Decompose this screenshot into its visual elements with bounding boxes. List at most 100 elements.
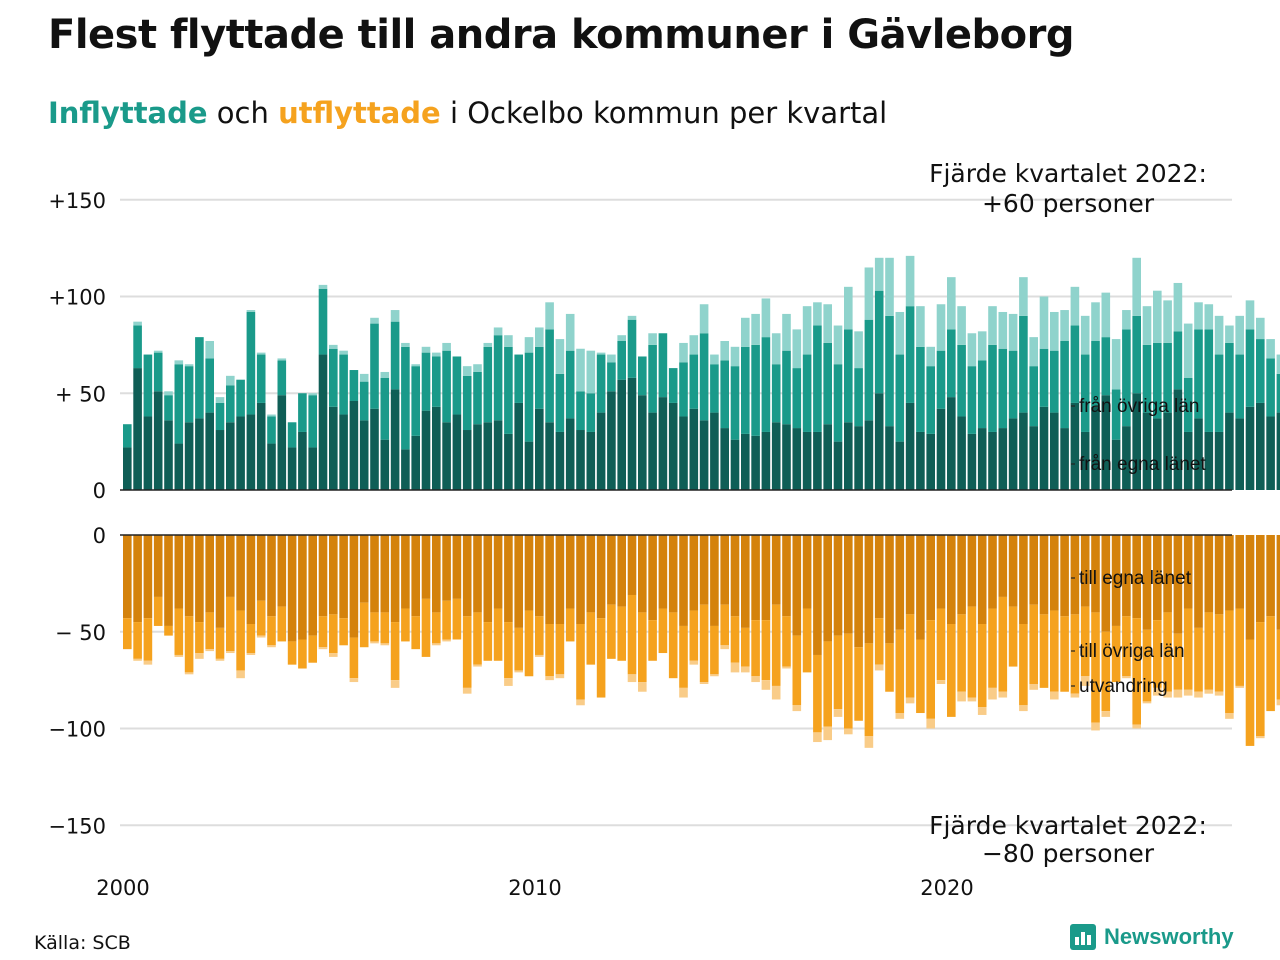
bar-in-own: [287, 447, 297, 490]
bar-out-own: [1173, 535, 1183, 634]
bar-in-other: [823, 342, 832, 425]
bar-in-own: [926, 433, 935, 490]
bar-in-other: [586, 393, 596, 432]
bar-in-emigration: [699, 304, 709, 334]
subtitle-inflyttade: Inflyttade: [48, 96, 208, 130]
bar-out-other: [1153, 620, 1162, 688]
bar-out-own: [493, 535, 503, 609]
bar-in-other: [1153, 342, 1162, 419]
bar-out-emigration: [771, 685, 781, 700]
bar-in-other: [1019, 315, 1028, 413]
bar-out-emigration: [1122, 676, 1131, 679]
bar-out-emigration: [174, 654, 184, 657]
bar-out-other: [359, 602, 369, 648]
bar-out-other: [1029, 604, 1038, 684]
subtitle-och: och: [216, 96, 269, 130]
bar-out-other: [1183, 608, 1193, 690]
bar-in-own: [421, 410, 431, 490]
bar-in-own: [462, 430, 472, 490]
bar-in-emigration: [1256, 317, 1265, 340]
bar-in-own: [339, 414, 348, 490]
bar-in-other: [1039, 348, 1049, 407]
bar-in-emigration: [1204, 304, 1214, 330]
source-note: Källa: SCB: [34, 932, 131, 954]
bar-in-own: [885, 426, 894, 490]
bar-out-own: [905, 535, 915, 615]
bar-out-emigration: [761, 680, 771, 690]
bar-out-own: [761, 535, 771, 621]
bar-in-emigration: [370, 317, 379, 324]
bar-in-own: [936, 408, 946, 490]
bar-out-other: [277, 606, 287, 642]
bar-in-own: [977, 428, 987, 490]
bar-out-other: [339, 618, 348, 646]
bar-in-emigration: [473, 364, 482, 372]
bar-in-other: [1122, 329, 1131, 427]
bar-in-emigration: [1276, 354, 1280, 374]
bar-out-own: [226, 535, 235, 597]
bar-in-own: [720, 428, 729, 490]
bar-in-other: [833, 364, 843, 442]
bar-out-other: [442, 600, 451, 640]
bar-in-emigration: [1173, 282, 1183, 332]
bar-out-own: [153, 535, 163, 597]
bar-out-emigration: [432, 643, 441, 646]
bar-in-own: [1080, 431, 1090, 490]
bar-in-other: [967, 366, 977, 434]
bar-in-emigration: [535, 327, 544, 347]
bar-out-emigration: [1132, 724, 1141, 729]
bar-out-emigration: [1194, 691, 1203, 698]
bar-out-emigration: [957, 691, 966, 702]
bar-in-other: [1029, 366, 1038, 427]
bar-out-other: [596, 618, 606, 698]
bar-in-other: [1132, 315, 1141, 394]
bar-in-emigration: [555, 339, 565, 374]
bar-in-emigration: [751, 313, 760, 345]
bar-out-emigration: [442, 639, 451, 642]
bar-out-other: [452, 598, 462, 640]
bar-out-own: [329, 535, 338, 615]
bar-out-emigration: [1183, 689, 1193, 696]
bar-out-emigration: [627, 674, 637, 683]
bar-out-own: [1029, 535, 1038, 605]
bar-in-emigration: [771, 333, 781, 365]
bar-out-other: [432, 612, 441, 644]
bar-out-emigration: [792, 705, 802, 712]
bar-in-own: [277, 395, 287, 490]
bar-out-emigration: [143, 660, 153, 665]
bar-in-own: [854, 426, 863, 490]
bar-in-emigration: [184, 364, 194, 367]
bar-in-own: [1173, 389, 1183, 490]
bar-out-other: [936, 608, 946, 681]
bar-out-own: [195, 535, 204, 623]
bar-out-emigration: [1070, 693, 1080, 698]
bar-in-emigration: [916, 306, 925, 347]
bar-in-emigration: [1183, 323, 1193, 378]
bar-out-own: [1091, 535, 1100, 613]
bar-in-other: [329, 348, 338, 407]
bar-in-emigration: [823, 304, 832, 343]
bar-out-other: [1163, 612, 1172, 692]
bar-in-own: [153, 391, 163, 490]
bar-in-other: [741, 346, 750, 434]
bar-in-other: [895, 354, 905, 442]
bar-in-emigration: [689, 335, 699, 355]
bar-in-emigration: [1245, 300, 1255, 330]
bar-out-other: [1276, 629, 1280, 700]
bar-in-emigration: [586, 350, 596, 394]
bar-out-other: [1235, 608, 1244, 686]
bar-out-own: [638, 535, 647, 613]
bar-in-own: [514, 402, 523, 490]
bar-out-own: [236, 535, 245, 611]
bar-in-other: [710, 364, 719, 413]
bar-out-emigration: [370, 641, 379, 644]
bar-out-emigration: [535, 654, 544, 657]
bar-out-emigration: [473, 664, 482, 667]
bar-out-other: [164, 625, 173, 636]
bar-in-other: [349, 370, 359, 401]
bar-in-own: [565, 418, 575, 490]
bar-out-own: [771, 535, 781, 605]
bar-out-other: [215, 627, 225, 659]
bar-in-own: [1225, 412, 1234, 490]
bar-in-emigration: [1101, 292, 1111, 338]
